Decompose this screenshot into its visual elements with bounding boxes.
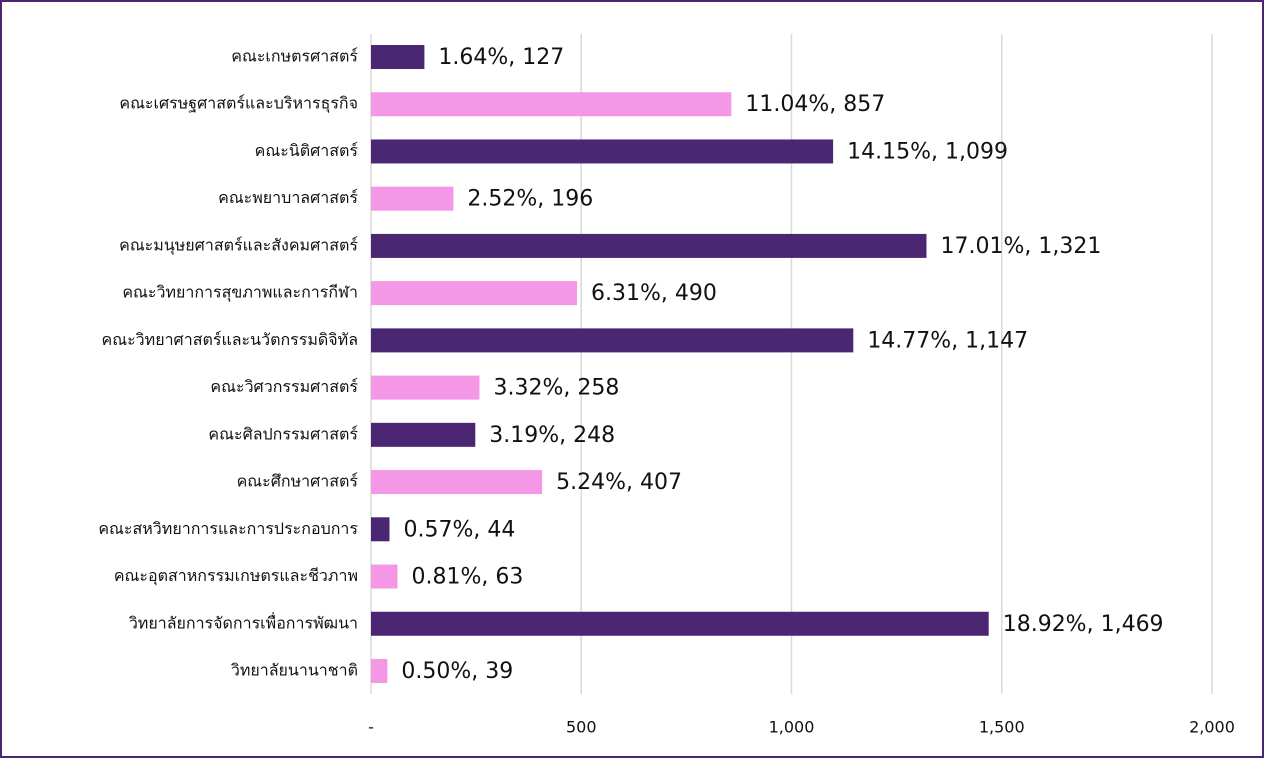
value-label: 18.92%, 1,469 bbox=[1003, 612, 1164, 637]
bar bbox=[371, 659, 388, 683]
bar bbox=[371, 375, 480, 400]
x-tick-label: 1,000 bbox=[769, 718, 815, 737]
y-tick-label: วิทยาลัยนานาชาติ bbox=[231, 661, 358, 680]
x-tick-label: 1,500 bbox=[979, 718, 1025, 737]
bar bbox=[371, 281, 578, 306]
bar bbox=[371, 422, 476, 447]
x-tick-label: 2,000 bbox=[1189, 718, 1235, 737]
bar bbox=[371, 139, 834, 164]
value-label: 0.50%, 39 bbox=[401, 659, 513, 684]
y-tick-label: คณะพยาบาลศาสตร์ bbox=[218, 188, 358, 207]
value-label: 14.77%, 1,147 bbox=[867, 328, 1028, 353]
value-label: 0.81%, 63 bbox=[411, 565, 523, 590]
y-tick-label: คณะอุตสาหกรรมเกษตรและชีวภาพ bbox=[114, 566, 358, 586]
y-tick-label: คณะศิลปกรรมศาสตร์ bbox=[208, 424, 358, 443]
value-label: 0.57%, 44 bbox=[404, 517, 516, 542]
y-tick-label: คณะสหวิทยาการและการประกอบการ bbox=[98, 519, 358, 538]
value-label: 1.64%, 127 bbox=[438, 45, 564, 70]
value-label: 3.19%, 248 bbox=[489, 423, 615, 448]
x-tick-label: 500 bbox=[566, 718, 597, 737]
bar bbox=[371, 186, 454, 211]
bar bbox=[371, 564, 398, 589]
value-label: 2.52%, 196 bbox=[467, 187, 593, 212]
y-tick-label: คณะเกษตรศาสตร์ bbox=[231, 47, 358, 66]
value-label: 17.01%, 1,321 bbox=[940, 234, 1101, 259]
value-label: 5.24%, 407 bbox=[556, 470, 682, 495]
bar bbox=[371, 45, 425, 69]
bar bbox=[371, 92, 732, 117]
y-tick-label: คณะเศรษฐศาสตร์และบริหารธุรกิจ bbox=[119, 94, 358, 114]
bar bbox=[371, 517, 390, 542]
value-label: 14.15%, 1,099 bbox=[847, 139, 1008, 164]
x-tick-label: - bbox=[368, 718, 374, 737]
y-tick-label: คณะวิทยาการสุขภาพและการกีฬา bbox=[122, 283, 358, 303]
y-tick-label: คณะวิทยาศาสตร์และนวัตกรรมดิจิทัล bbox=[102, 330, 358, 349]
value-label: 6.31%, 490 bbox=[591, 281, 717, 306]
y-tick-label: คณะมนุษยศาสตร์และสังคมศาสตร์ bbox=[119, 235, 358, 255]
bar bbox=[371, 328, 854, 353]
value-label: 11.04%, 857 bbox=[745, 92, 885, 117]
y-tick-label: คณะวิศวกรรมศาสตร์ bbox=[210, 377, 358, 396]
value-label: 3.32%, 258 bbox=[493, 376, 619, 401]
y-tick-label: คณะศึกษาศาสตร์ bbox=[237, 472, 359, 491]
bar bbox=[371, 233, 927, 258]
bar bbox=[371, 611, 989, 636]
bar bbox=[371, 470, 543, 495]
y-tick-label: วิทยาลัยการจัดการเพื่อการพัฒนา bbox=[129, 611, 358, 632]
y-tick-label: คณะนิติศาสตร์ bbox=[255, 141, 359, 160]
